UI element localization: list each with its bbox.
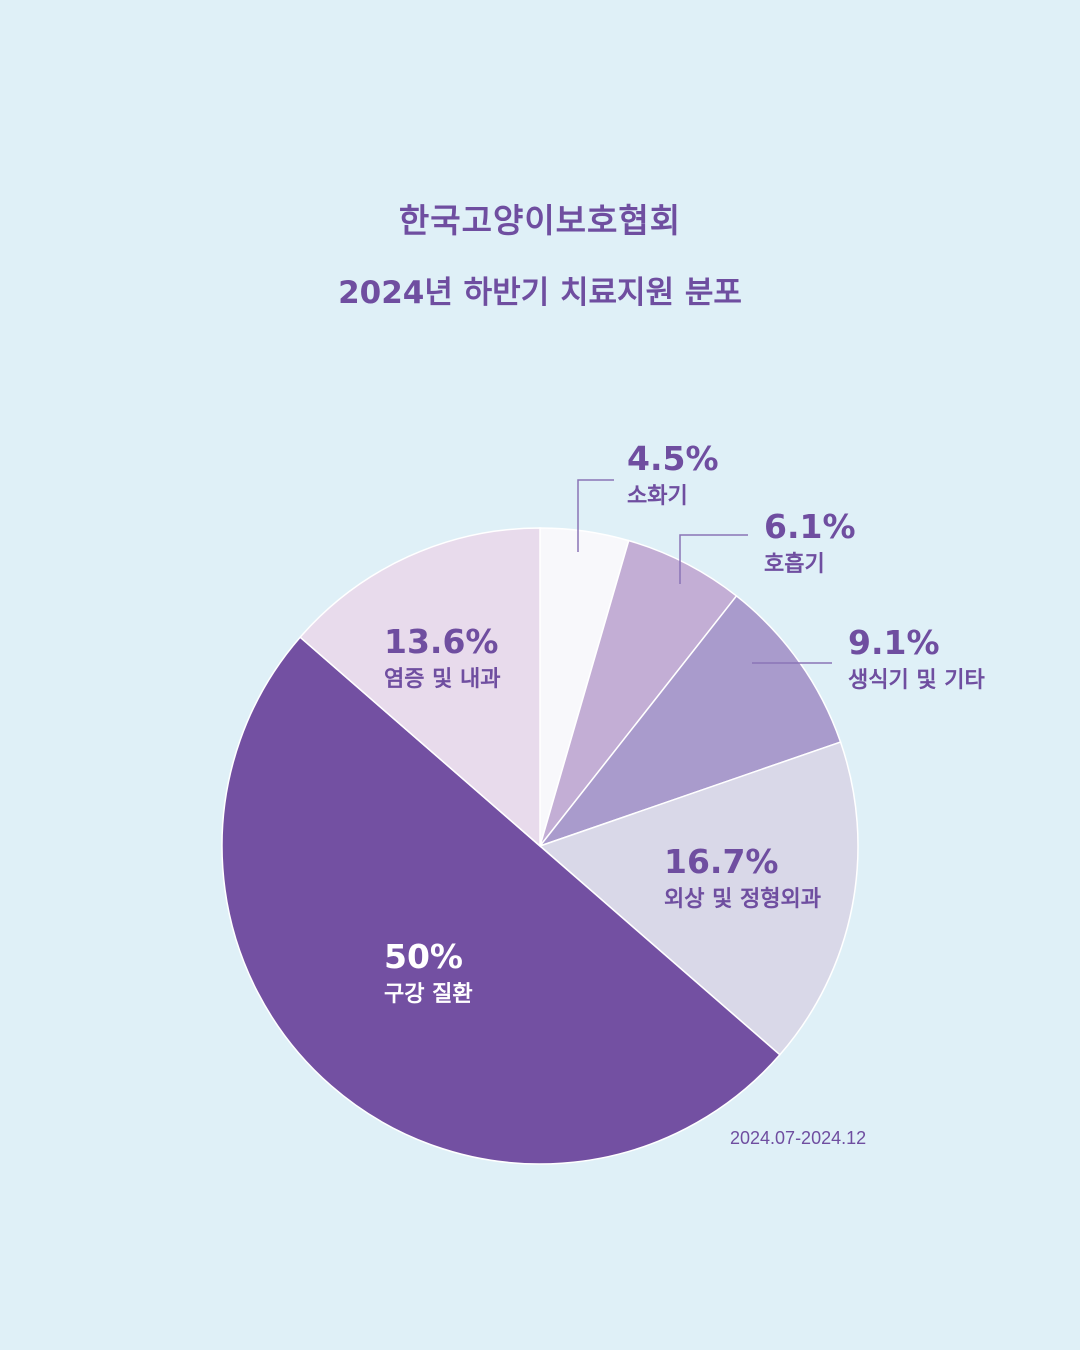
pie-slice xyxy=(539,539,738,847)
title-block: 한국고양이보호협회 2024년 하반기 치료지원 분포 xyxy=(0,195,1080,319)
slice-category-label: 외상 및 정형외과 xyxy=(664,887,821,912)
slice-category-label: 생식기 및 기타 xyxy=(848,668,986,693)
slice-percent-label: 9.1% xyxy=(848,623,940,662)
slice-percent-label: 13.6% xyxy=(384,622,499,661)
organization-title: 한국고양이보호협회 xyxy=(398,201,682,240)
pie-slice xyxy=(221,636,781,1164)
slice-percent-label: 16.7% xyxy=(664,842,779,881)
pie-slice xyxy=(537,594,842,848)
slice-percent-label: 6.1% xyxy=(764,507,856,546)
slice-labels: 4.5% 소화기 6.1% 호흡기 9.1% 생식기 및 기타 16.7% 외상 및 정형외과… xyxy=(384,439,986,1007)
pie-slice xyxy=(538,741,859,1056)
date-range: 2024.07-2024.12 xyxy=(730,1128,867,1148)
pie-slices xyxy=(221,527,859,1164)
slice-percent-label: 50% xyxy=(384,937,463,976)
slice-category-label: 염증 및 내과 xyxy=(384,667,501,692)
pie-slice xyxy=(299,527,541,848)
slice-category-label: 구강 질환 xyxy=(384,982,473,1007)
slice-percent-label: 4.5% xyxy=(627,439,719,478)
slice-category-label: 소화기 xyxy=(627,484,688,509)
leader-line xyxy=(679,534,748,584)
leader-line xyxy=(577,479,614,552)
chart-title: 2024년 하반기 치료지원 분포 xyxy=(338,275,742,311)
slice-category-label: 호흡기 xyxy=(764,552,825,577)
leader-lines xyxy=(577,479,832,664)
